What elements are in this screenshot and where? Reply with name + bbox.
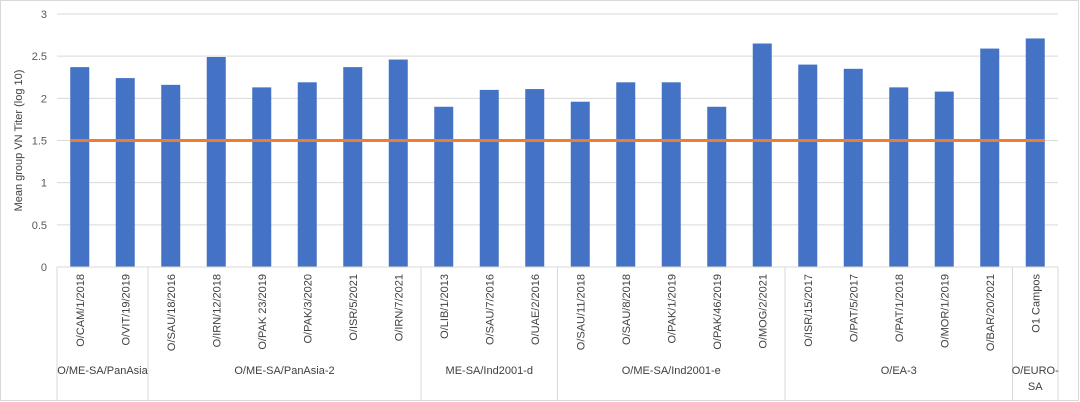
y-tick-label: 1: [41, 178, 47, 190]
x-category-label: O/SAU/11/2018: [575, 274, 587, 350]
x-category-label: O/PAT/5/2017: [848, 274, 860, 342]
x-category-label: O/ISR/15/2017: [803, 274, 815, 347]
bar: [70, 67, 90, 267]
bar: [1025, 38, 1045, 267]
x-category-label: O/PAT/1/2018: [894, 274, 906, 342]
group-label: O/ME-SA/PanAsia: [57, 365, 148, 377]
x-category-label: O/MOG/2/2021: [757, 274, 769, 349]
y-axis-title: Mean group VN Titer (log 10): [13, 70, 25, 212]
bar: [843, 68, 863, 267]
x-category-label: O/PAK/3/2020: [302, 274, 314, 344]
bar: [889, 87, 909, 268]
y-tick-label: 1.5: [32, 136, 47, 148]
group-label-continuation: SA: [1028, 381, 1043, 393]
x-category-label: O/SAU/18/2016: [166, 274, 178, 351]
x-category-label: O/PAK/1/2019: [666, 274, 678, 344]
x-category-label: O/LIB/1/2013: [439, 274, 451, 339]
y-tick-label: 3: [41, 9, 47, 21]
bar: [115, 78, 135, 268]
bar: [297, 82, 317, 267]
group-label: O/EA-3: [881, 365, 917, 377]
bar: [206, 57, 226, 268]
x-category-label: O/BAR/20/2021: [985, 274, 997, 351]
bar: [661, 82, 681, 267]
bar: [570, 101, 590, 267]
x-category-label: O/ISR/5/2021: [348, 274, 360, 341]
x-category-label: O/CAM/1/2018: [75, 274, 87, 347]
bar: [343, 67, 363, 267]
bar: [479, 89, 499, 268]
group-label: O/ME-SA/PanAsia-2: [234, 365, 334, 377]
group-label: O/ME-SA/Ind2001-e: [622, 365, 721, 377]
x-category-label: O/IRN/12/2018: [211, 274, 223, 347]
bar: [707, 106, 727, 268]
x-category-label: O/PAK/46/2019: [712, 274, 724, 350]
bar: [934, 91, 954, 267]
x-category-label: O/IRN/7/2021: [393, 274, 405, 341]
x-category-label: O/SAU/7/2016: [484, 274, 496, 345]
x-category-label: O/VIT/19/2019: [120, 274, 132, 346]
bar: [161, 84, 181, 267]
bar: [252, 87, 272, 268]
group-label: ME-SA/Ind2001-d: [446, 365, 533, 377]
x-category-label: O1 Campos: [1030, 274, 1042, 333]
bar: [525, 89, 545, 267]
y-tick-label: 0: [41, 262, 47, 274]
y-tick-label: 0.5: [32, 220, 47, 232]
x-category-label: O/UAE/2/2016: [530, 274, 542, 345]
bar: [434, 106, 454, 268]
x-category-label: O/MOR/1/2019: [939, 274, 951, 348]
y-tick-label: 2.5: [32, 51, 47, 63]
y-tick-label: 2: [41, 93, 47, 105]
bar: [388, 59, 408, 267]
group-label: O/EURO-: [1012, 365, 1059, 377]
x-category-label: O/PAK 23/2019: [257, 274, 269, 350]
x-category-label: O/SAU/8/2018: [621, 274, 633, 345]
bar: [980, 48, 1000, 268]
bar: [752, 43, 772, 268]
bar: [798, 64, 818, 267]
bar: [616, 82, 636, 267]
